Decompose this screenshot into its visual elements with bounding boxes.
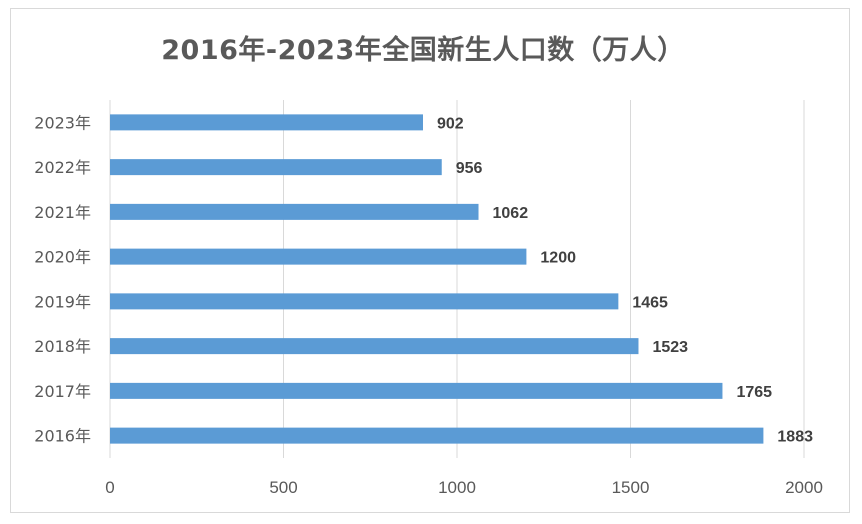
x-tick-label: 500: [269, 478, 297, 497]
bar: [110, 338, 639, 355]
chart-title: 2016年-2023年全国新生人口数（万人）: [161, 35, 685, 66]
gridlines: [109, 100, 805, 458]
category-label: 2023年: [34, 113, 91, 132]
data-label: 1523: [652, 339, 688, 356]
category-label: 2017年: [34, 382, 91, 401]
x-tick-label: 2000: [785, 478, 823, 497]
data-label: 902: [437, 115, 464, 132]
data-label: 1883: [777, 429, 813, 446]
category-label: 2021年: [34, 203, 91, 222]
bar: [110, 203, 479, 220]
x-tick-label: 0: [105, 478, 114, 497]
x-tick-label: 1000: [438, 478, 476, 497]
bar: [110, 427, 764, 444]
data-label: 1200: [540, 250, 576, 267]
bar: [110, 248, 527, 265]
data-label: 1062: [493, 205, 529, 222]
category-label: 2020年: [34, 248, 91, 267]
data-label: 956: [456, 160, 483, 177]
category-label: 2016年: [34, 427, 91, 446]
bar: [110, 382, 723, 399]
bars: [110, 114, 764, 444]
data-labels: 902 956 1062 1200 1465 1523 1765 1883: [437, 115, 813, 445]
data-label: 1465: [632, 294, 668, 311]
bar: [110, 114, 423, 131]
data-label: 1765: [736, 384, 772, 401]
category-label: 2019年: [34, 292, 91, 311]
bar: [110, 293, 619, 310]
x-axis-ticks: 0 500 1000 1500 2000: [105, 478, 823, 497]
x-tick-label: 1500: [612, 478, 650, 497]
category-labels: 2023年 2022年 2021年 2020年 2019年 2018年 2017年 2016年: [34, 113, 91, 445]
bar: [110, 159, 442, 176]
category-label: 2018年: [34, 337, 91, 356]
category-label: 2022年: [34, 158, 91, 177]
